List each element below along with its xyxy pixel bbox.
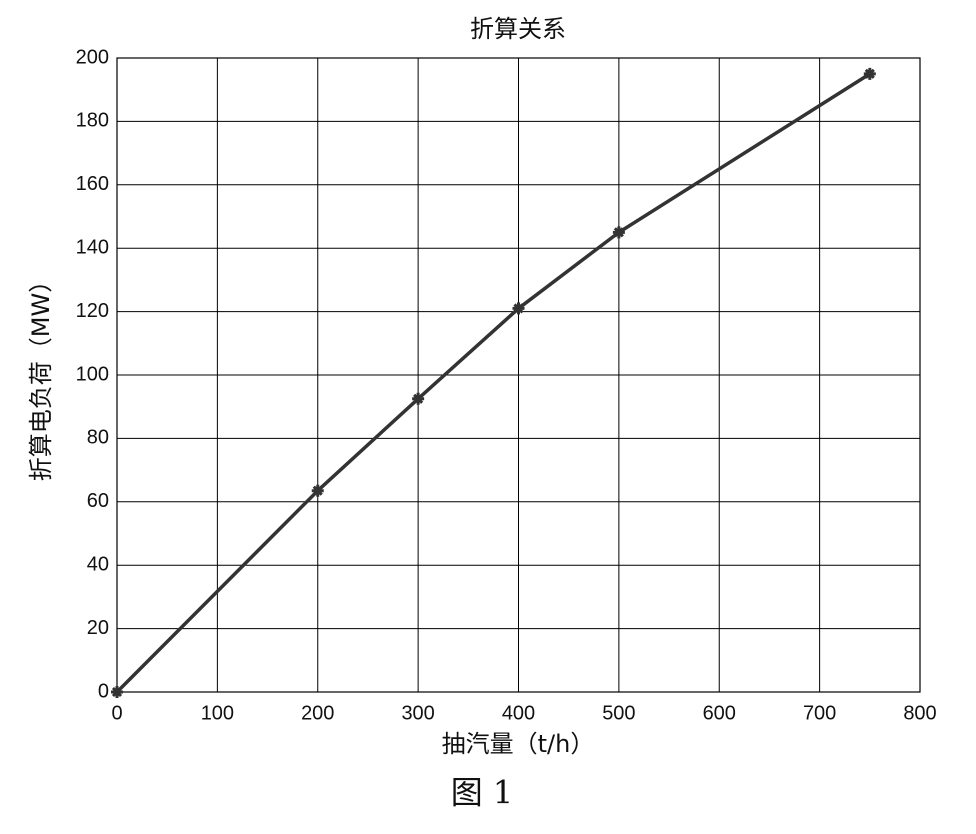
y-tick-label: 0 [98,680,109,702]
y-tick-label: 100 [76,363,109,385]
x-tick-label: 500 [602,702,635,724]
data-marker [111,686,123,698]
x-tick-label: 600 [703,702,736,724]
chart-title: 折算关系 [470,15,566,43]
y-tick-label: 120 [76,300,109,322]
x-tick-label: 100 [201,702,234,724]
y-tick-label: 80 [87,427,109,449]
x-tick-label: 200 [301,702,334,724]
y-tick-label: 200 [76,46,109,68]
x-axis-label: 抽汽量（t/h） [442,730,595,758]
x-tick-label: 300 [401,702,434,724]
y-tick-label: 40 [87,553,109,575]
data-marker [311,484,324,497]
x-tick-label: 0 [111,702,122,724]
y-tick-label: 20 [87,617,109,639]
data-marker [612,226,625,239]
x-tick-label: 400 [502,702,535,724]
y-tick-label: 180 [76,110,109,132]
y-axis-label: 折算电负荷（MW） [27,269,55,481]
caption: 图 1 [451,774,514,812]
y-tick-label: 140 [76,236,109,258]
x-tick-label: 800 [903,702,936,724]
y-tick-label: 160 [76,173,109,195]
x-tick-label: 700 [803,702,836,724]
data-marker [863,67,876,80]
data-marker [412,392,425,405]
y-tick-label: 60 [87,490,109,512]
data-marker [512,302,525,315]
data-line [115,72,871,694]
